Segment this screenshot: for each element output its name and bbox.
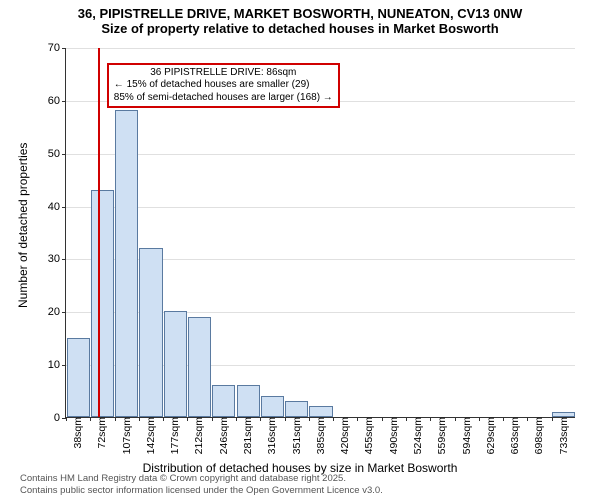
x-tick-label: 524sqm	[410, 417, 424, 454]
title-line-1: 36, PIPISTRELLE DRIVE, MARKET BOSWORTH, …	[0, 6, 600, 21]
x-tick-mark	[139, 417, 140, 421]
x-tick-label: 698sqm	[531, 417, 545, 454]
x-tick-label: 663sqm	[507, 417, 521, 454]
x-tick-label: 177sqm	[167, 417, 181, 454]
x-tick-mark	[115, 417, 116, 421]
x-tick-mark	[187, 417, 188, 421]
y-tick-label: 70	[48, 42, 66, 54]
gridline	[66, 154, 575, 155]
x-tick-mark	[333, 417, 334, 421]
x-tick-mark	[260, 417, 261, 421]
histogram-bar	[212, 385, 235, 417]
title-line-2: Size of property relative to detached ho…	[0, 21, 600, 36]
x-tick-mark	[406, 417, 407, 421]
x-tick-label: 351sqm	[289, 417, 303, 454]
histogram-bar	[164, 311, 187, 417]
histogram-bar	[91, 190, 114, 417]
x-tick-mark	[66, 417, 67, 421]
x-tick-label: 142sqm	[143, 417, 157, 454]
x-tick-mark	[309, 417, 310, 421]
y-tick-label: 30	[48, 253, 66, 265]
gridline	[66, 207, 575, 208]
y-tick-label: 20	[48, 306, 66, 318]
footer-line-2: Contains public sector information licen…	[20, 485, 383, 496]
x-tick-mark	[357, 417, 358, 421]
x-tick-label: 490sqm	[386, 417, 400, 454]
histogram-bar	[237, 385, 260, 417]
chart-title-block: 36, PIPISTRELLE DRIVE, MARKET BOSWORTH, …	[0, 0, 600, 36]
x-tick-mark	[479, 417, 480, 421]
x-tick-label: 559sqm	[434, 417, 448, 454]
x-tick-mark	[503, 417, 504, 421]
x-tick-mark	[552, 417, 553, 421]
x-tick-label: 107sqm	[119, 417, 133, 454]
histogram-bar	[188, 317, 211, 417]
x-tick-mark	[527, 417, 528, 421]
x-tick-label: 733sqm	[556, 417, 570, 454]
x-tick-mark	[236, 417, 237, 421]
info-box-line-3: 85% of semi-detached houses are larger (…	[114, 92, 333, 105]
histogram-bar	[115, 110, 138, 417]
x-tick-label: 420sqm	[337, 417, 351, 454]
chart-area: 01020304050607038sqm72sqm107sqm142sqm177…	[65, 48, 575, 418]
x-tick-mark	[285, 417, 286, 421]
x-tick-label: 316sqm	[264, 417, 278, 454]
x-tick-label: 72sqm	[94, 417, 108, 449]
x-tick-label: 385sqm	[313, 417, 327, 454]
histogram-bar	[67, 338, 90, 417]
info-box-line-2: ← 15% of detached houses are smaller (29…	[114, 79, 333, 92]
histogram-bar	[139, 248, 162, 417]
histogram-bar	[309, 406, 332, 417]
x-tick-label: 246sqm	[216, 417, 230, 454]
info-box-line-1: 36 PIPISTRELLE DRIVE: 86sqm	[114, 67, 333, 80]
gridline	[66, 48, 575, 49]
x-tick-mark	[430, 417, 431, 421]
y-tick-label: 60	[48, 95, 66, 107]
x-tick-label: 281sqm	[240, 417, 254, 454]
reference-line	[98, 48, 100, 417]
x-tick-label: 455sqm	[361, 417, 375, 454]
histogram-bar	[261, 396, 284, 417]
plot-region: 01020304050607038sqm72sqm107sqm142sqm177…	[65, 48, 575, 418]
histogram-bar	[285, 401, 308, 417]
info-box: 36 PIPISTRELLE DRIVE: 86sqm← 15% of deta…	[107, 63, 340, 109]
x-tick-mark	[455, 417, 456, 421]
y-tick-label: 40	[48, 201, 66, 213]
y-axis-label: Number of detached properties	[16, 143, 30, 308]
y-tick-label: 50	[48, 148, 66, 160]
footer-line-1: Contains HM Land Registry data © Crown c…	[20, 473, 383, 484]
x-tick-label: 594sqm	[459, 417, 473, 454]
y-tick-label: 0	[54, 412, 66, 424]
x-tick-label: 629sqm	[483, 417, 497, 454]
x-tick-mark	[163, 417, 164, 421]
x-tick-mark	[90, 417, 91, 421]
y-tick-label: 10	[48, 359, 66, 371]
x-tick-mark	[212, 417, 213, 421]
footer-attribution: Contains HM Land Registry data © Crown c…	[20, 473, 383, 496]
x-tick-label: 38sqm	[70, 417, 84, 449]
x-tick-label: 212sqm	[191, 417, 205, 454]
x-tick-mark	[382, 417, 383, 421]
